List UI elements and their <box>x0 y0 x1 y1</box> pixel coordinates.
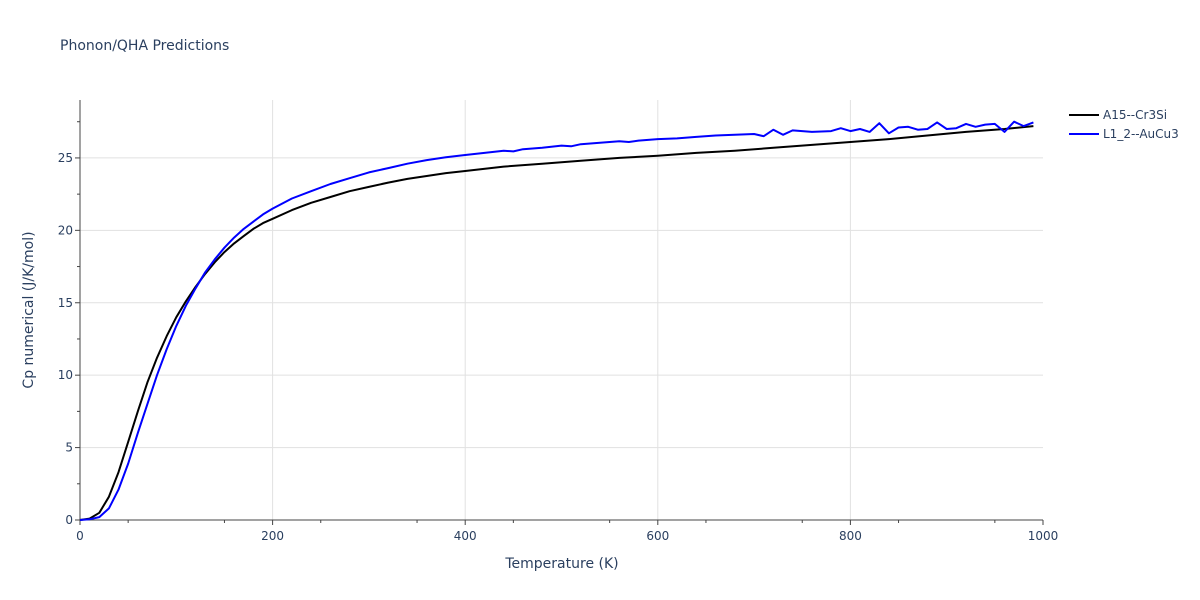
y-axis-title: Cp numerical (J/K/mol) <box>21 231 37 388</box>
series-line-0 <box>79 125 1034 521</box>
y-tick-label: 15 <box>58 296 73 310</box>
legend-label-0: A15--Cr3Si <box>1103 108 1167 122</box>
legend: A15--Cr3Si L1_2--AuCu3 <box>1069 108 1179 141</box>
x-tick-label: 600 <box>646 529 669 543</box>
legend-label-1: L1_2--AuCu3 <box>1103 127 1179 141</box>
series-layer <box>79 120 1034 521</box>
y-tick-label: 10 <box>58 368 73 382</box>
axes: 0 5 10 15 20 25 0 200 400 600 800 1000 <box>58 100 1059 543</box>
chart-title: Phonon/QHA Predictions <box>60 38 229 54</box>
x-tick-label: 400 <box>454 529 477 543</box>
x-tick-label: 800 <box>839 529 862 543</box>
x-axis-title: Temperature (K) <box>504 556 618 572</box>
x-tick-label: 200 <box>261 529 284 543</box>
grid-lines <box>80 100 1043 520</box>
series-line-1 <box>79 120 1034 521</box>
y-tick-label: 0 <box>65 513 73 527</box>
y-tick-label: 5 <box>65 441 73 455</box>
y-tick-label: 20 <box>58 223 73 237</box>
x-tick-label: 1000 <box>1028 529 1059 543</box>
x-tick-label: 0 <box>76 529 84 543</box>
y-tick-label: 25 <box>58 151 73 165</box>
